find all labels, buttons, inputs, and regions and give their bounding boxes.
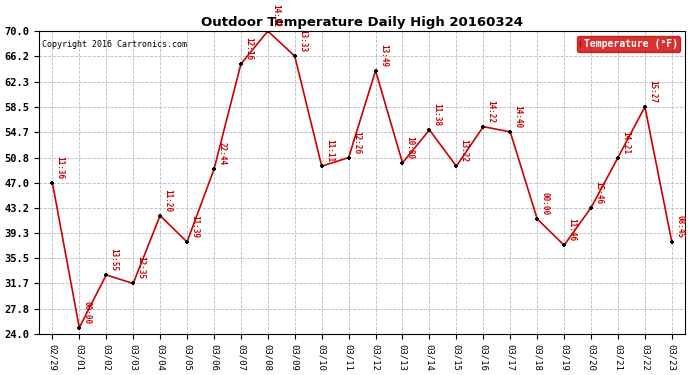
Text: 12:16: 12:16 [244, 37, 253, 60]
Point [559, 242, 570, 248]
Text: 00:00: 00:00 [540, 192, 549, 215]
Text: 12:35: 12:35 [137, 256, 146, 279]
Text: 10:80: 10:80 [406, 136, 415, 159]
Text: 13:22: 13:22 [460, 139, 469, 162]
Point [531, 216, 542, 222]
Point [47, 180, 58, 186]
Text: 14:21: 14:21 [621, 130, 630, 154]
Point [101, 272, 112, 278]
Text: 11:36: 11:36 [56, 156, 65, 179]
Point [370, 68, 381, 74]
Point [451, 163, 462, 169]
Text: 13:33: 13:33 [298, 29, 307, 52]
Point [181, 239, 193, 245]
Point [667, 239, 678, 245]
Text: 14:40: 14:40 [513, 105, 522, 128]
Text: 11:39: 11:39 [190, 215, 199, 238]
Point [289, 53, 300, 59]
Point [477, 124, 489, 130]
Point [424, 127, 435, 133]
Legend: Temperature (°F): Temperature (°F) [577, 36, 680, 52]
Point [640, 104, 651, 110]
Point [155, 213, 166, 219]
Point [343, 154, 354, 160]
Point [397, 160, 408, 166]
Point [128, 280, 139, 286]
Text: 00:00: 00:00 [83, 301, 92, 324]
Text: 11:20: 11:20 [164, 189, 172, 211]
Text: Copyright 2016 Cartronics.com: Copyright 2016 Cartronics.com [42, 40, 187, 49]
Text: 11:38: 11:38 [433, 103, 442, 126]
Point [208, 166, 219, 172]
Point [613, 154, 624, 160]
Point [74, 325, 85, 331]
Text: 12:26: 12:26 [352, 130, 361, 154]
Point [504, 129, 515, 135]
Text: 14:12: 14:12 [271, 4, 280, 27]
Text: 13:55: 13:55 [110, 248, 119, 271]
Point [586, 205, 597, 211]
Text: 08:45: 08:45 [675, 215, 684, 238]
Point [316, 163, 327, 169]
Text: 13:49: 13:49 [379, 44, 388, 67]
Point [262, 28, 273, 34]
Point [235, 61, 246, 67]
Text: 11:46: 11:46 [567, 218, 576, 241]
Text: 15:46: 15:46 [594, 181, 603, 204]
Text: 11:11: 11:11 [325, 139, 334, 162]
Text: 22:44: 22:44 [217, 142, 226, 165]
Title: Outdoor Temperature Daily High 20160324: Outdoor Temperature Daily High 20160324 [201, 15, 523, 28]
Text: 14:22: 14:22 [486, 99, 495, 123]
Text: 15:27: 15:27 [648, 80, 657, 103]
